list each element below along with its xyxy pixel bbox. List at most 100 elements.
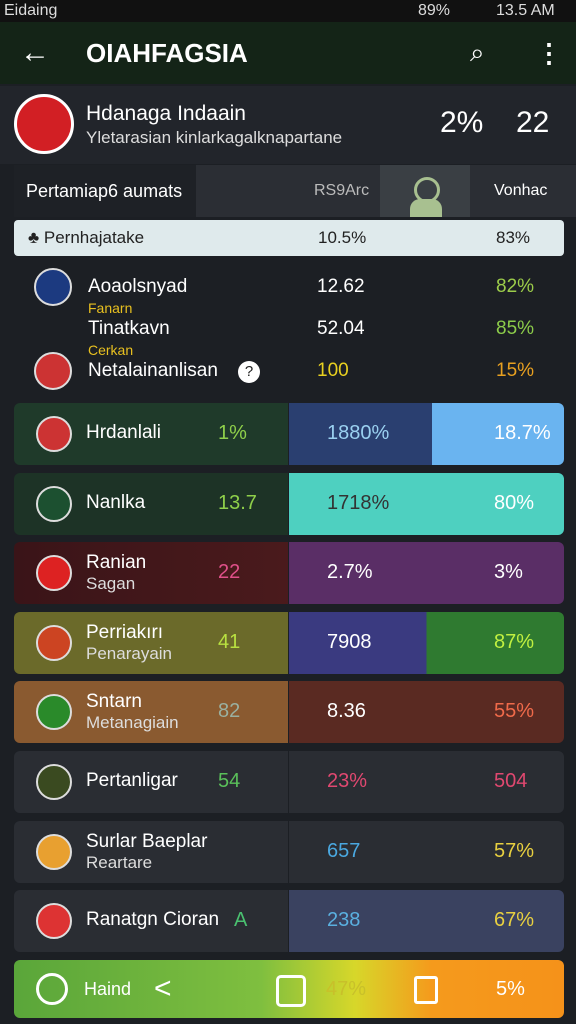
row-name: Pertanligar	[86, 770, 178, 791]
team-row[interactable]: Surlar Baeplar Reartare 657 57%	[14, 820, 564, 883]
home-icon[interactable]	[36, 973, 68, 1005]
highlight-row[interactable]: ♣ Pernhajatake 10.5% 83%	[14, 220, 564, 256]
team-row[interactable]: Ranatgn Cioran A 238 67%	[14, 890, 564, 953]
row-mid: 10.5%	[318, 228, 367, 247]
nav-back[interactable]: <	[154, 972, 172, 1005]
team-row[interactable]: Ranian Sagan 22 2.7% 3%	[14, 542, 564, 605]
team-row[interactable]: Perriakırı Penarayain 41 7908 87%	[14, 611, 564, 674]
row-left-value: 13.7	[218, 491, 257, 514]
row-sub: Cerkan	[88, 342, 134, 358]
row-right: 83%	[496, 228, 531, 247]
avatar	[34, 352, 72, 390]
row-right-panel	[289, 472, 564, 535]
row-right: 80%	[494, 491, 535, 514]
team-row[interactable]: Sntarn Metanagiain 82 8.36 55%	[14, 681, 564, 744]
bottom-right: 5%	[496, 977, 525, 1000]
row-name: Tinatkavn	[88, 318, 170, 339]
row-name: Ranatgn Cioran	[86, 909, 220, 931]
row-right-panel	[289, 890, 564, 953]
row-mid: 2.7%	[327, 561, 373, 584]
bottom-mid: 47%	[326, 977, 367, 1000]
tab[interactable]: Vonhac	[494, 182, 548, 199]
row-left-value: 22	[218, 561, 241, 584]
more-button[interactable]: ⋮	[536, 37, 562, 68]
search-button[interactable]: ⌕	[470, 37, 485, 67]
group-list: Aoaolsnyad 12.62 82% Fanarn Tinatkavn 52.04 85…	[14, 262, 564, 394]
nav-home[interactable]	[276, 975, 306, 1007]
row-sub: Reartare	[86, 852, 153, 872]
row-name: Hrdanlali	[86, 422, 161, 443]
row-sub: Metanagiain	[86, 713, 179, 733]
team-logo	[36, 903, 72, 940]
row-right-panel	[289, 820, 564, 883]
bottom-label: Haind	[84, 978, 132, 999]
row-mid: 8.36	[327, 700, 366, 723]
row-left-value: 82	[218, 700, 241, 723]
row-name: Netalainanlisan	[88, 360, 218, 381]
row-right: 85%	[496, 318, 535, 339]
row-left-value: 41	[218, 630, 241, 653]
row-right: 504	[494, 770, 528, 792]
row-name: Sntarn	[86, 691, 142, 713]
row-name: Surlar Baeplar	[86, 830, 208, 852]
row-right: 82%	[496, 276, 535, 297]
team-logo	[36, 833, 72, 870]
header-stat: 2%	[440, 106, 484, 139]
row-sub: Penarayain	[86, 643, 173, 663]
row-right-panel	[289, 611, 564, 674]
nav-recent[interactable]	[414, 976, 438, 1004]
tab-icon[interactable]	[380, 165, 470, 217]
row-mid: 23%	[327, 770, 368, 792]
row-mid: 657	[327, 839, 361, 862]
bottom-bar: Haind < 47% 5%	[14, 960, 564, 1018]
row-sub: Sagan	[86, 574, 136, 594]
team-row[interactable]: Nanlka 13.7 1718% 80%	[14, 472, 564, 535]
row-right: 18.7%	[494, 422, 551, 444]
row-mid: 7908	[327, 630, 372, 653]
app-title: OIAHFAGSIA	[86, 37, 248, 68]
team-row[interactable]: Hrdanlali 1% 1880% 18.7%	[14, 403, 564, 465]
row-right-panel	[289, 751, 564, 813]
row-mid: 1718%	[327, 491, 390, 514]
row-left-value: A	[234, 909, 248, 932]
row-mid: 238	[327, 909, 361, 932]
team-logo	[36, 555, 72, 592]
help-badge[interactable]: ?	[238, 361, 260, 383]
avatar	[34, 268, 72, 306]
tab[interactable]: Pertamiap6 aumats	[14, 165, 196, 217]
tab-bar: Pertamiap6 aumats RS9Arc Vonhac	[14, 165, 576, 217]
team-logo	[14, 94, 74, 154]
row-name: ♣ Pernhajatake	[28, 228, 145, 247]
row-right: 57%	[494, 839, 535, 862]
back-button[interactable]: ←	[20, 36, 50, 69]
battery: 89%	[418, 2, 451, 19]
team-logo	[36, 485, 72, 522]
team-logo	[36, 694, 72, 731]
team-logo	[36, 416, 72, 452]
header-stat: 22	[516, 106, 550, 139]
row-right: 67%	[494, 909, 535, 932]
team-logo	[36, 764, 72, 800]
time: 13.5 AM	[496, 2, 555, 19]
row-name: Aoaolsnyad	[88, 276, 188, 297]
app-bar: ← OIAHFAGSIA ⌕ ⋮	[0, 22, 576, 84]
row-name: Perriakırı	[86, 621, 164, 643]
header-title: Hdanaga Indaain	[86, 102, 246, 125]
row-left-value: 1%	[218, 422, 247, 444]
team-row[interactable]: Pertanligar 54 23% 504	[14, 751, 564, 813]
row-name: Nanlka	[86, 491, 146, 513]
row-mid: 1880%	[327, 422, 390, 444]
row-right: 3%	[494, 561, 523, 584]
tab[interactable]: RS9Arc	[314, 182, 370, 199]
row-right: 87%	[494, 630, 535, 653]
team-logo	[36, 624, 72, 661]
row-right-panel	[289, 542, 564, 605]
row-right-panel	[289, 681, 564, 744]
header-card: Hdanaga Indaain Yletarasian kinlarkagalk…	[0, 86, 576, 164]
row-mid: 52.04	[317, 318, 365, 339]
status-bar: Eidaing 89% 13.5 AM	[0, 0, 576, 22]
row-sub: Fanarn	[88, 300, 133, 316]
row-right: 15%	[496, 360, 535, 381]
header-subtitle: Yletarasian kinlarkagalknapartane	[86, 128, 343, 147]
